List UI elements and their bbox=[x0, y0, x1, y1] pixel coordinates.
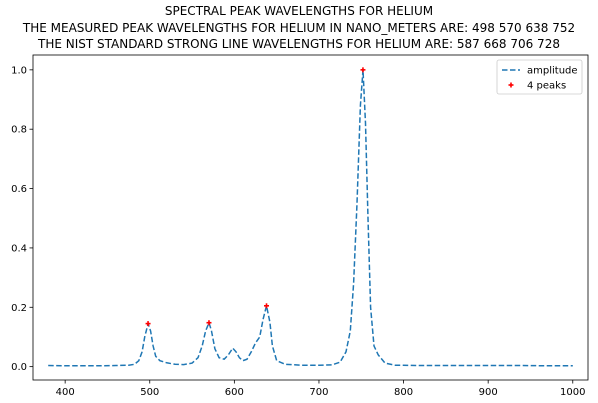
x-tick-label: 700 bbox=[309, 387, 328, 398]
x-tick-label: 500 bbox=[140, 387, 159, 398]
axes-border bbox=[32, 54, 589, 381]
chart-title-line-3: THE NIST STANDARD STRONG LINE WAVELENGTH… bbox=[38, 37, 560, 51]
x-tick-label: 400 bbox=[56, 387, 75, 398]
y-tick-label: 0.4 bbox=[11, 243, 27, 254]
y-axis-ticks: 0.0 0.2 0.4 0.6 0.8 1.0 bbox=[11, 65, 33, 373]
x-tick-label: 900 bbox=[479, 387, 498, 398]
x-tick-label: 800 bbox=[394, 387, 413, 398]
peak-marker bbox=[264, 303, 270, 309]
peak-markers-layer bbox=[145, 67, 366, 327]
peak-marker bbox=[206, 320, 212, 326]
y-tick-label: 1.0 bbox=[11, 65, 27, 76]
chart-title-line-2: THE MEASURED PEAK WAVELENGTHS FOR HELIUM… bbox=[22, 21, 576, 35]
legend-peaks-label: 4 peaks bbox=[527, 81, 566, 92]
axes-frame bbox=[32, 54, 589, 381]
y-tick-label: 0.2 bbox=[11, 303, 27, 314]
legend-amplitude-label: amplitude bbox=[527, 66, 578, 77]
y-tick-label: 0.8 bbox=[11, 125, 27, 136]
y-tick-label: 0.0 bbox=[11, 362, 27, 373]
x-axis-ticks: 400 500 600 700 800 900 1000 bbox=[56, 380, 585, 398]
x-tick-label: 600 bbox=[225, 387, 244, 398]
legend-peaks-swatch bbox=[508, 82, 514, 88]
peak-marker bbox=[145, 321, 151, 327]
amplitude-line bbox=[48, 69, 573, 367]
series-layer bbox=[48, 69, 573, 367]
peak-marker bbox=[360, 67, 366, 73]
legend: amplitude 4 peaks bbox=[496, 59, 583, 95]
chart-title-line-1: SPECTRAL PEAK WAVELENGTHS FOR HELIUM bbox=[164, 4, 434, 18]
legend-box bbox=[496, 59, 583, 95]
x-tick-label: 1000 bbox=[560, 387, 585, 398]
y-tick-label: 0.6 bbox=[11, 184, 27, 195]
